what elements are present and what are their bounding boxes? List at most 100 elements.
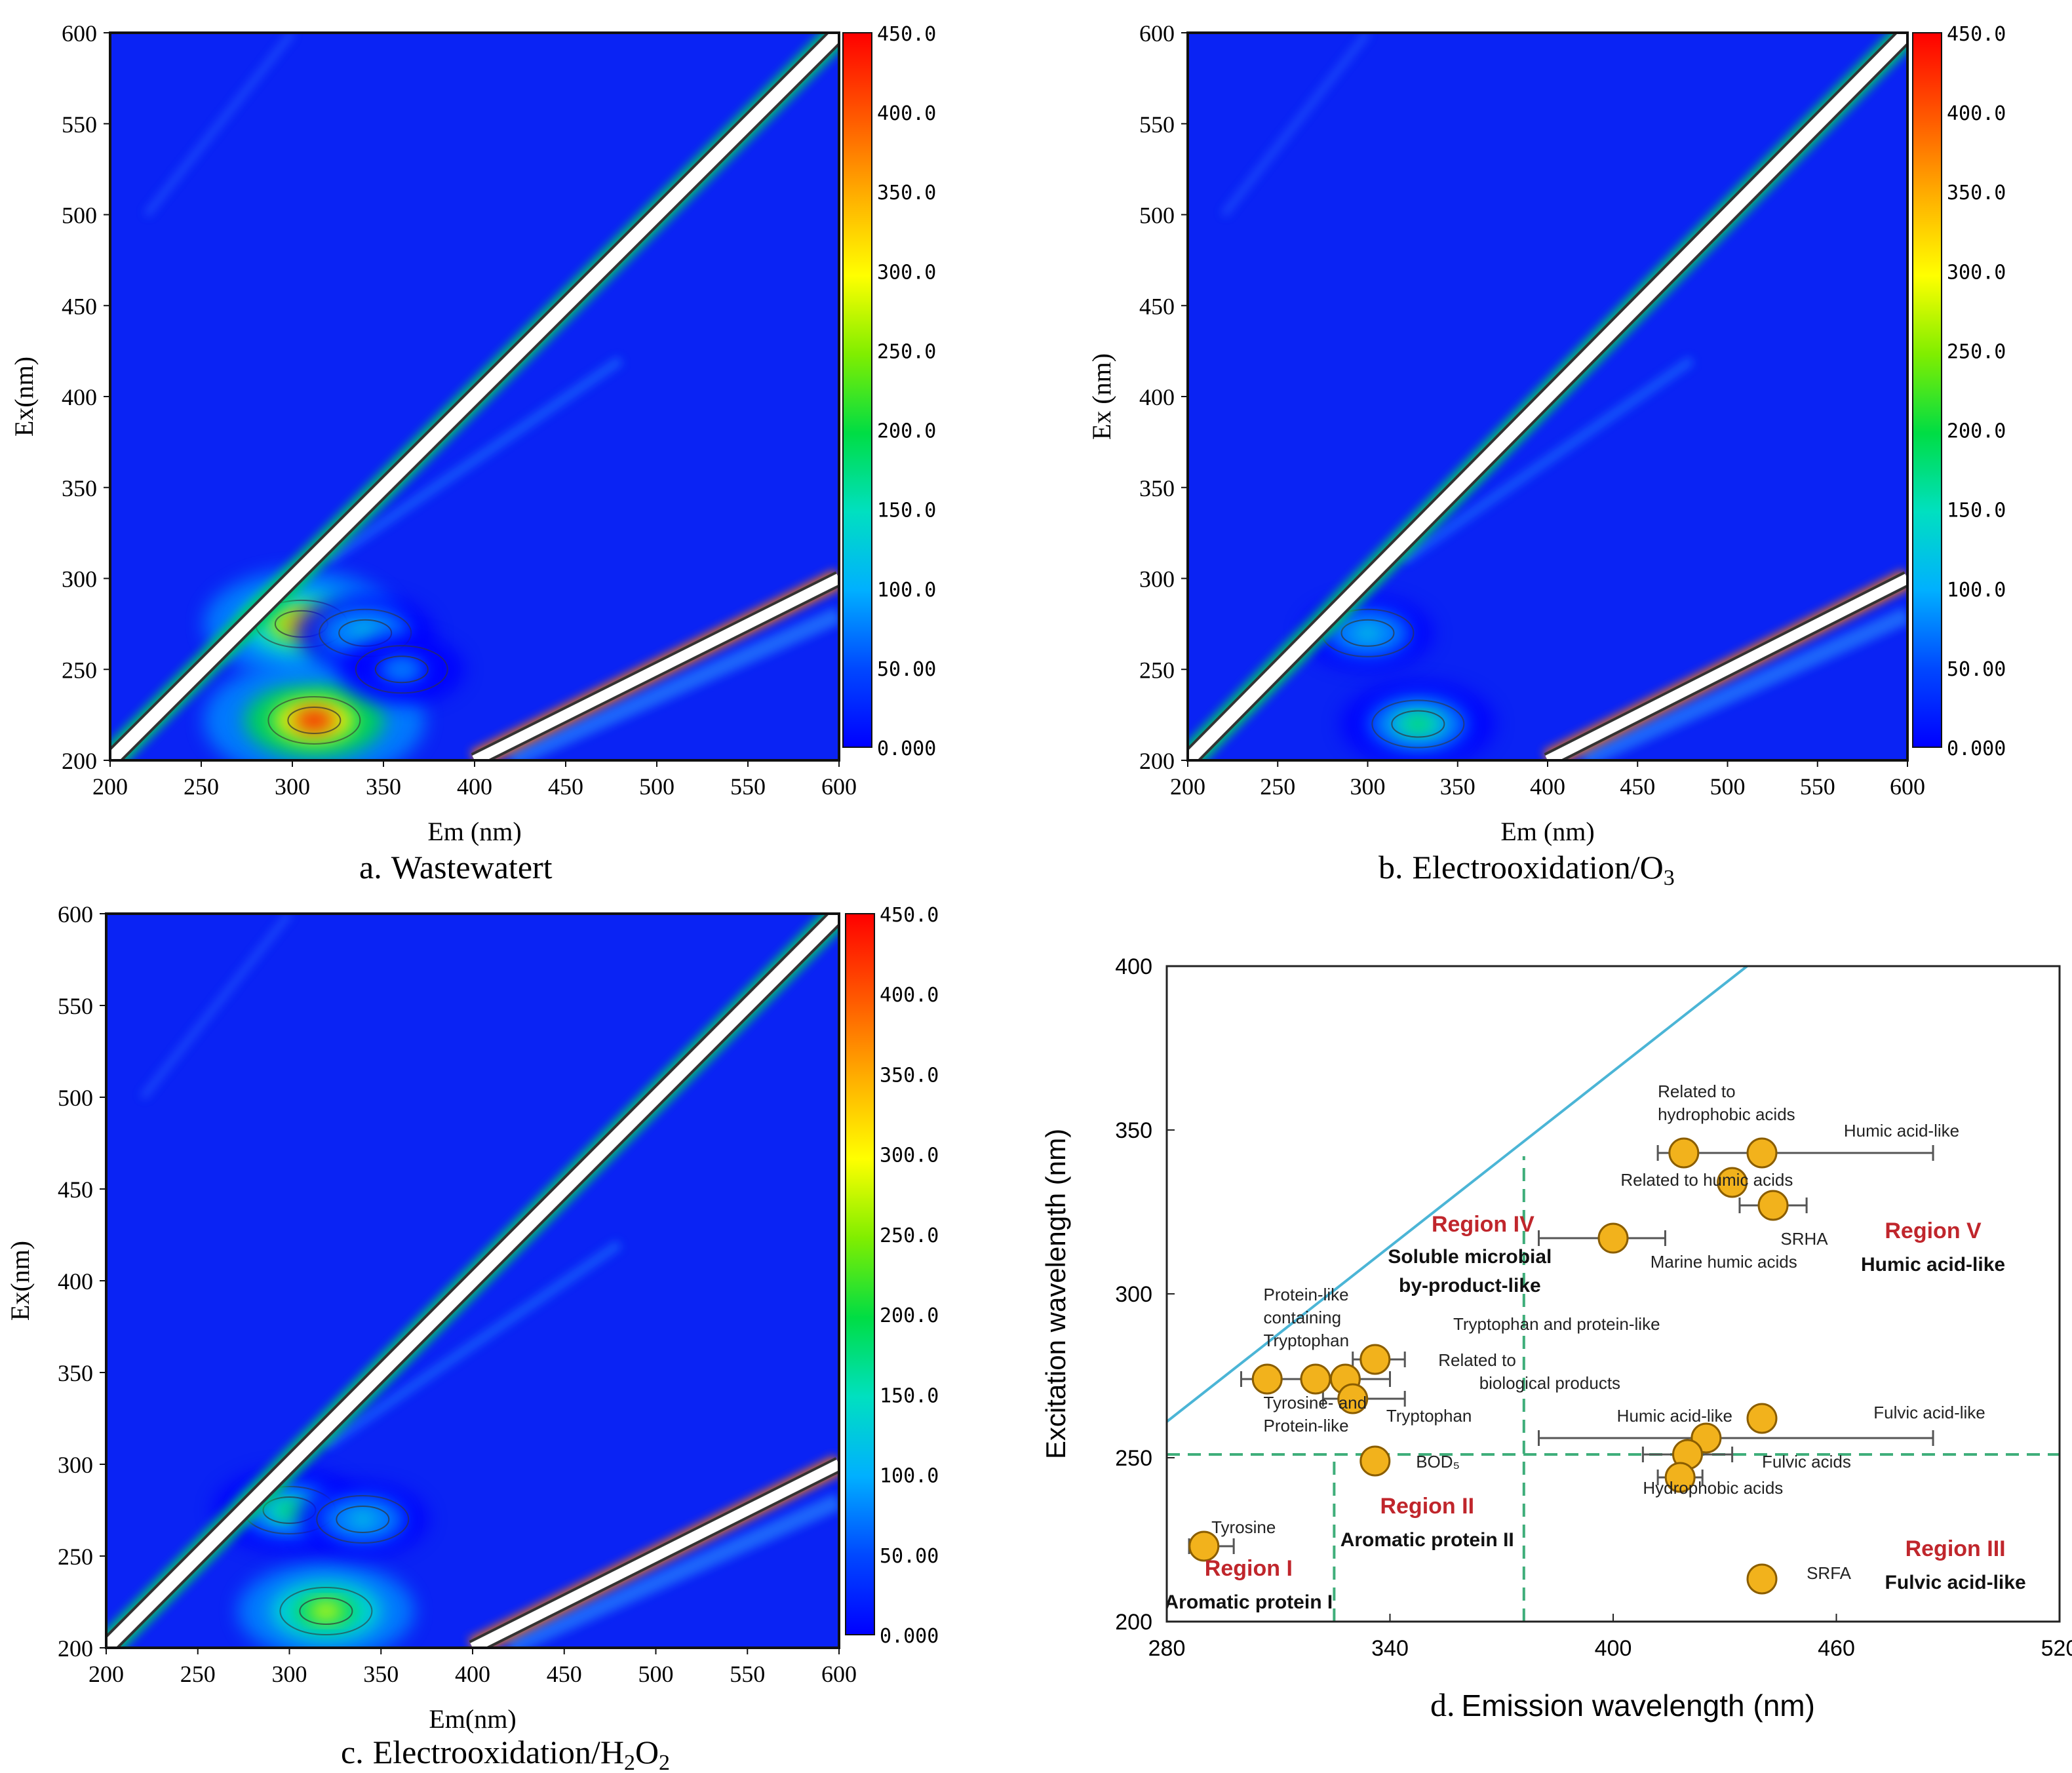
faint-streak [1401,356,1694,564]
second-order-glow [507,607,839,760]
x-tick-label: 400 [1530,773,1565,800]
contour-line [267,695,361,745]
x-tick-label: 400 [457,773,492,800]
contour-line [1340,619,1395,647]
rayleigh-scatter-band [1188,33,1907,760]
colorbar-tick-label: 200.0 [1947,420,2006,443]
y-tick-label: 550 [62,111,97,138]
caption-text: Wastewatert [391,849,553,886]
contour-line [374,655,429,684]
plot-area [110,33,839,760]
x-tick-label: 500 [1710,773,1746,800]
caption-subscript: 2 [624,1751,635,1773]
colorbar-tick-label: 100.0 [1947,579,2006,602]
colorbar-tick-label: 100.0 [877,579,936,602]
y-tick-label: 250 [62,657,97,683]
data-point [1337,1383,1369,1414]
data-point [1251,1363,1283,1395]
colorbar-tick-label: 50.00 [877,658,936,681]
y-tick-label: 400 [62,384,97,410]
colorbar-tick-label: 150.0 [877,499,936,522]
x-tick-label: 250 [180,1661,216,1687]
colorbar-tick-label: 450.0 [880,904,939,927]
colorbar-tick-label: 350.0 [880,1064,939,1087]
region-name: Region V [1885,1218,1982,1243]
x-tick-label: 350 [1440,773,1476,800]
region-description: Aromatic protein II [1340,1529,1514,1551]
y-tick-label: 250 [58,1544,93,1570]
second-order-glow [1580,607,1907,760]
y-tick-label: 200 [62,748,97,774]
y-tick-label: 200 [1139,748,1175,774]
y-tick-label: 450 [1139,293,1175,319]
point-annotation: Fulvic acid-like [1873,1403,1985,1422]
y-tick-label: 300 [1115,1282,1152,1307]
colorbar-tick-label: 450.0 [877,23,936,46]
x-tick-label: 600 [821,773,857,800]
x-tick-label: 500 [639,773,674,800]
caption-text: Emission wavelength (nm) [1462,1688,1815,1723]
y-tick-label: 200 [58,1635,93,1662]
x-tick-label: 300 [1350,773,1386,800]
colorbar-tick-label: 150.0 [880,1384,939,1407]
intensity-blob [389,663,414,676]
y-tick-label: 300 [1139,566,1175,593]
data-point [1597,1222,1629,1254]
intensity-blob [1355,626,1380,640]
point-annotation: Tyrosine [1211,1517,1276,1537]
y-tick-label: 350 [1115,1118,1152,1143]
colorbar-tick-label: 400.0 [1947,102,2006,125]
caption-letter: a. [359,849,382,886]
y-tick-label: 400 [1139,384,1175,410]
x-tick-label: 600 [821,1661,857,1687]
x-axis-label: Em (nm) [1500,817,1594,846]
plot-area [1188,33,1907,760]
region-description: Soluble microbial [1388,1246,1552,1268]
data-point [1188,1530,1220,1562]
point-annotation: Hydrophobic acids [1643,1478,1783,1498]
region-name: Region I [1205,1556,1293,1581]
faint-streak [326,356,623,564]
data-point [1664,1462,1696,1493]
x-tick-label: 460 [1818,1636,1855,1661]
point-annotation: SRHA [1780,1229,1828,1249]
faint-streak [323,1240,622,1450]
colorbar-tick-label: 250.0 [877,340,936,363]
caption-letter: c. [341,1734,364,1770]
x-tick-label: 400 [1595,1636,1632,1661]
y-tick-label: 250 [1139,657,1175,683]
contour-line [336,1506,390,1533]
caption-text: Electrooxidation/H [373,1734,624,1770]
x-tick-label: 350 [363,1661,399,1687]
y-tick-label: 600 [58,901,93,927]
colorbar-tick-label: 0.000 [877,737,936,760]
colorbar-tick-label: 50.00 [880,1545,939,1568]
caption-subscript: 3 [1664,866,1675,890]
eem-panel-b: 200 250 300 350 400 450 500 550 600 200 250 300 350 4… [1087,20,2006,890]
y-tick-label: 400 [58,1268,93,1295]
second-order-scatter-band [1545,574,1907,760]
x-tick-label: 550 [730,773,766,800]
caption-subscript: 2 [659,1751,670,1773]
colorbar-tick-label: 200.0 [877,420,936,443]
faint-streak [144,33,295,217]
y-tick-label: 350 [58,1360,93,1386]
colorbar [845,913,875,1635]
y-axis-label: Excitation wavelength (nm) [1040,1129,1071,1459]
second-order-scatter-band [470,1459,839,1648]
x-tick-label: 450 [547,1661,582,1687]
rayleigh-scatter-band [110,33,839,760]
faint-streak [1221,33,1371,217]
colorbar-tick-label: 250.0 [1947,340,2006,363]
second-order-scatter-band [472,574,839,760]
point-annotation: Related to [1658,1081,1736,1101]
y-tick-label: 500 [1139,203,1175,229]
data-point [1757,1190,1789,1221]
x-tick-label: 350 [366,773,401,800]
panel-caption: d. Emission wavelength (nm) [1430,1686,1815,1723]
data-point [1300,1363,1331,1395]
y-tick-label: 600 [1139,20,1175,47]
intensity-blob [1403,716,1433,732]
x-tick-label: 450 [1620,773,1655,800]
